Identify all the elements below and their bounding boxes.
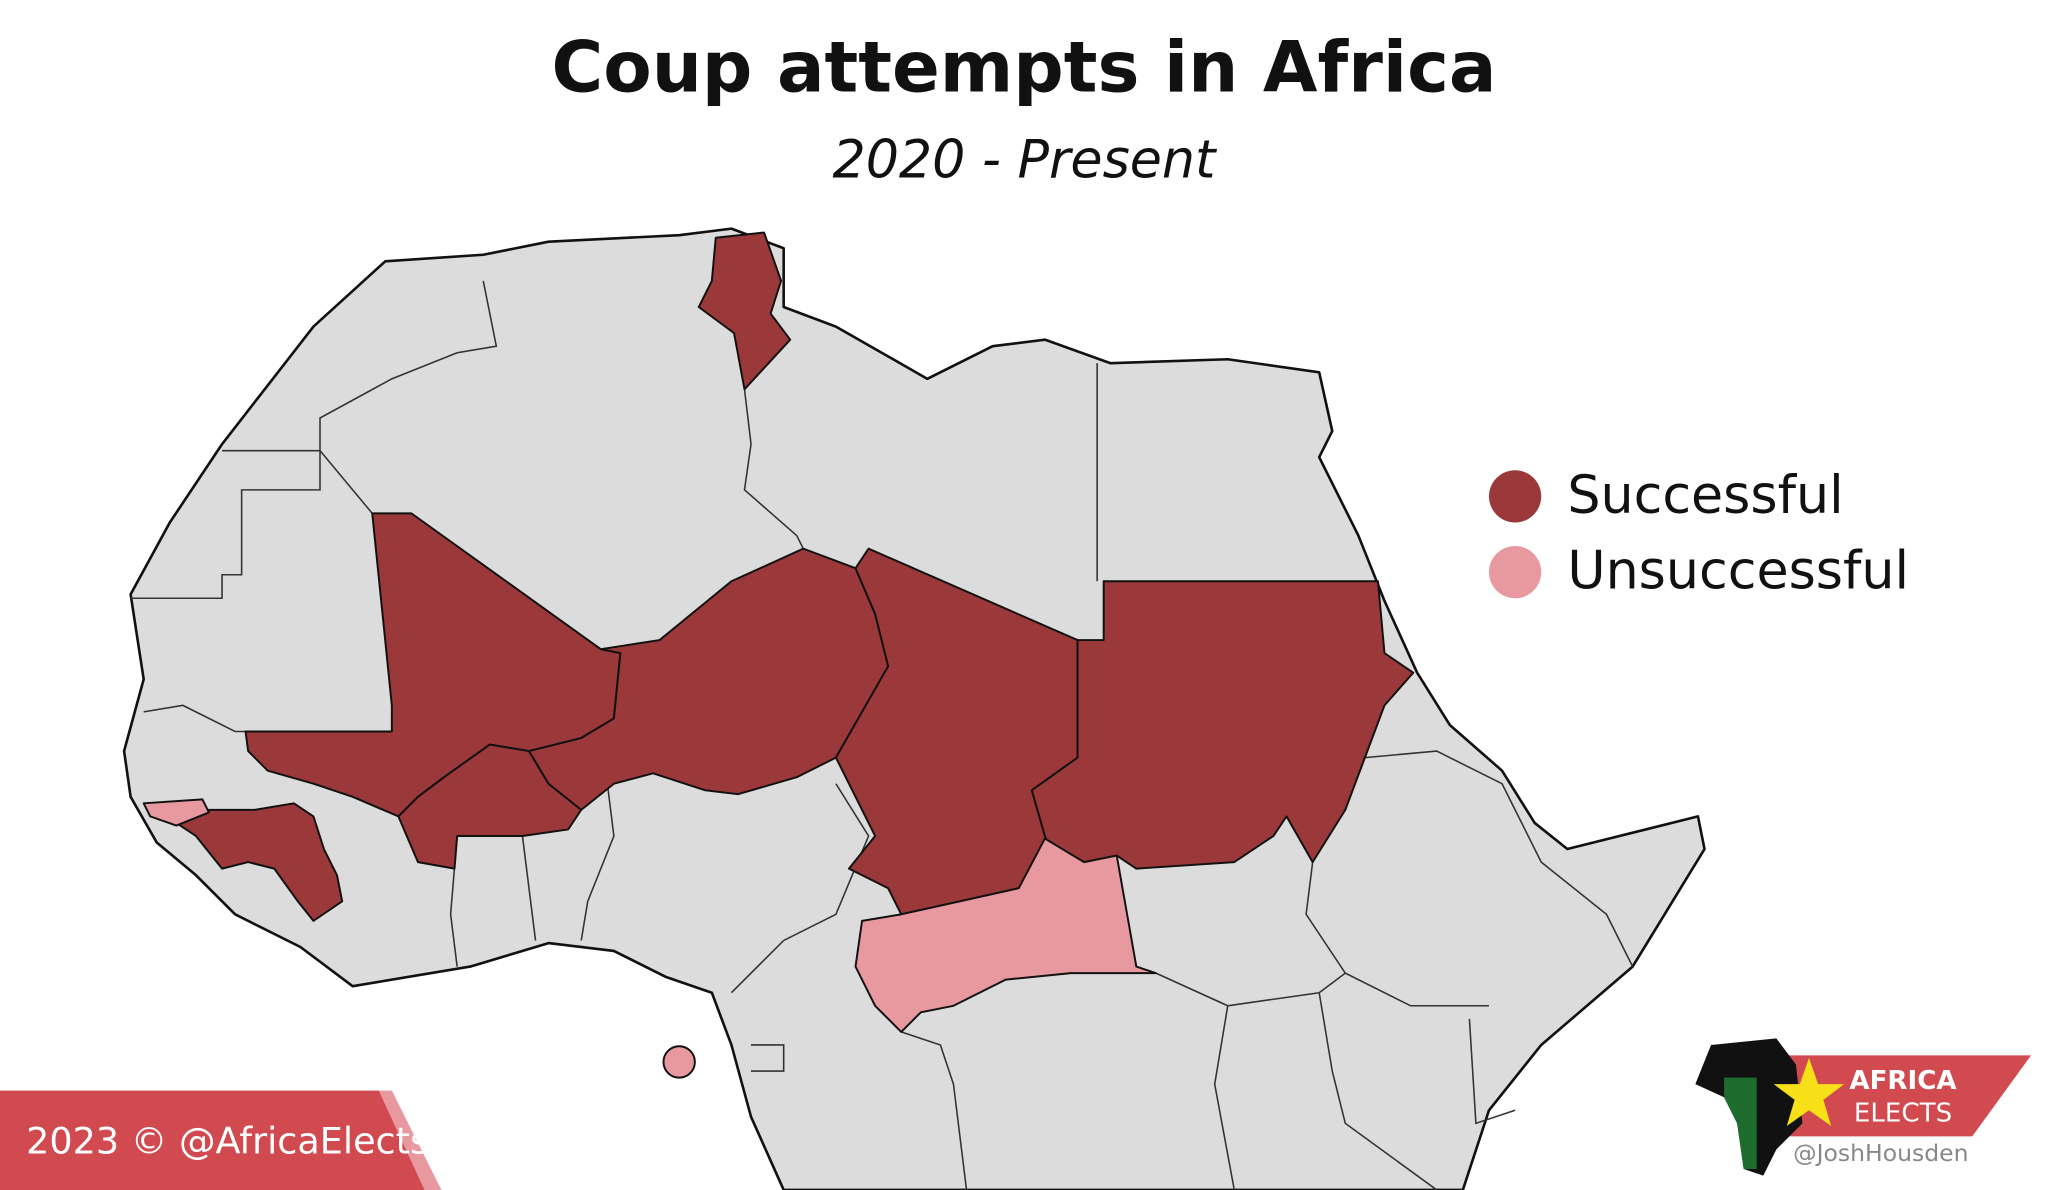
logo-star [1773, 1058, 1845, 1126]
country [142, 798, 210, 827]
title: Coup attempts in Africa [552, 26, 1497, 108]
country [1030, 580, 1415, 870]
border [130, 450, 321, 600]
legend-label: Successful [1567, 466, 1843, 526]
border [319, 450, 373, 514]
legend: Successful Unsuccessful [1488, 466, 1909, 602]
border [521, 835, 537, 941]
border [1468, 1018, 1516, 1125]
logo-text: ELECTS [1854, 1099, 1952, 1129]
country [854, 837, 1157, 1033]
border [743, 389, 804, 549]
border [900, 1031, 968, 1190]
legend-label: Unsuccessful [1567, 542, 1909, 602]
border [1155, 972, 1346, 1007]
logo-text: AFRICA [1849, 1066, 1957, 1096]
legend-swatch [1488, 470, 1542, 523]
country [175, 802, 344, 922]
subtitle: 2020 - Present [832, 130, 1218, 190]
border [1213, 1005, 1236, 1190]
footer: 2023 © @AfricaElects [0, 1090, 442, 1190]
footer-banner [0, 1090, 425, 1190]
border [580, 783, 615, 941]
country [528, 547, 890, 811]
border [143, 704, 246, 733]
island [662, 1045, 696, 1079]
footer-credit: 2023 © @AfricaElects [26, 1119, 429, 1162]
country [697, 231, 792, 391]
logo: AFRICA ELECTS @JoshHousden [1695, 1038, 2032, 1176]
border [1318, 992, 1438, 1190]
logo-banner [1782, 1055, 2032, 1137]
borders [130, 280, 1634, 1190]
border [730, 783, 870, 994]
logo-author: @JoshHousden [1793, 1139, 1968, 1167]
logo-green [1724, 1077, 1757, 1170]
border [751, 1044, 785, 1072]
legend-swatch [1488, 546, 1542, 599]
border [1364, 750, 1634, 967]
map [122, 227, 1706, 1190]
